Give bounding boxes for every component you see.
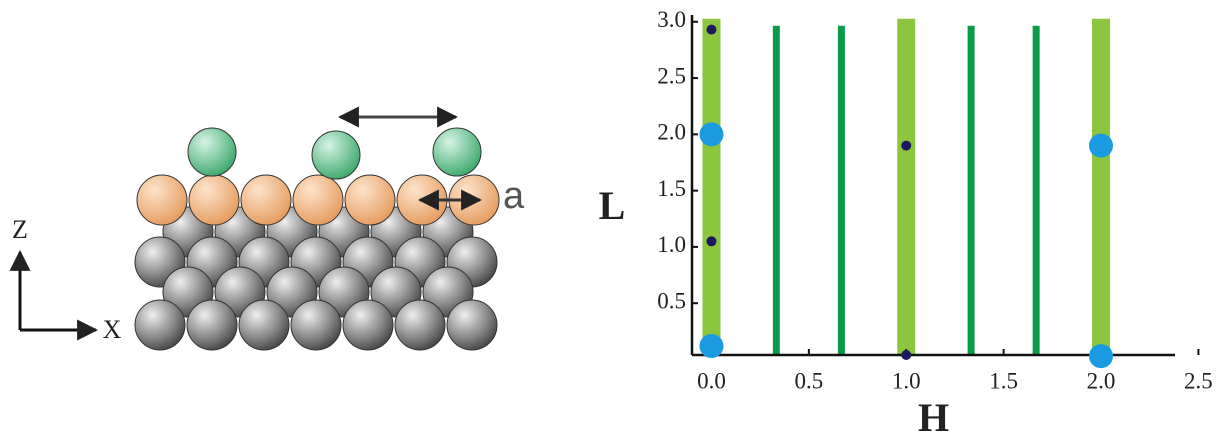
x-tick-label: 1.0 — [892, 368, 921, 393]
spacing-label: a — [503, 175, 525, 217]
point — [1089, 344, 1113, 368]
z-label: Z — [12, 215, 28, 244]
atom-diagram — [135, 128, 499, 350]
y-tick-label: 0.5 — [657, 288, 686, 313]
x-label: X — [103, 315, 122, 344]
y-tick-label: 2.0 — [657, 120, 686, 145]
x-tick-label: 1.5 — [989, 368, 1018, 393]
adatom — [312, 131, 360, 179]
atom — [345, 175, 395, 225]
x-tick-label: 0.0 — [697, 368, 726, 393]
x-tick-label: 2.5 — [1184, 368, 1213, 393]
adatom — [188, 128, 236, 176]
x-tick-label: 2.0 — [1087, 368, 1116, 393]
y-tick-label: 2.5 — [657, 63, 686, 88]
chart: 0.0 0.5 1.0 1.5 2.0 2.5 0.5 1.0 1.5 2.0 2.5 3.0 H L — [599, 7, 1213, 440]
atom — [239, 300, 289, 350]
atom — [189, 175, 239, 225]
atom — [395, 300, 445, 350]
atom — [447, 300, 497, 350]
point — [706, 25, 716, 35]
point — [901, 350, 911, 360]
atom — [187, 300, 237, 350]
figure: a Z X 0.0 0.5 1.0 1.5 2.0 2.5 0.5 1.0 1.5 2.0 2.5 3… — [0, 0, 1231, 443]
y-tick-label: 1.5 — [657, 176, 686, 201]
y-axis-label: L — [599, 183, 626, 228]
y-tick-label: 3.0 — [657, 7, 686, 32]
y-tick-label: 1.0 — [657, 232, 686, 257]
atom — [137, 175, 187, 225]
point — [699, 122, 723, 146]
x-tick-label: 0.5 — [794, 368, 823, 393]
atom — [241, 175, 291, 225]
point — [699, 334, 723, 358]
point — [1089, 134, 1113, 158]
point — [901, 141, 911, 151]
atom — [135, 300, 185, 350]
adatom — [433, 128, 481, 176]
atom — [291, 300, 341, 350]
x-axis-label: H — [918, 395, 949, 440]
atom — [343, 300, 393, 350]
atom — [293, 175, 343, 225]
point — [706, 236, 716, 246]
